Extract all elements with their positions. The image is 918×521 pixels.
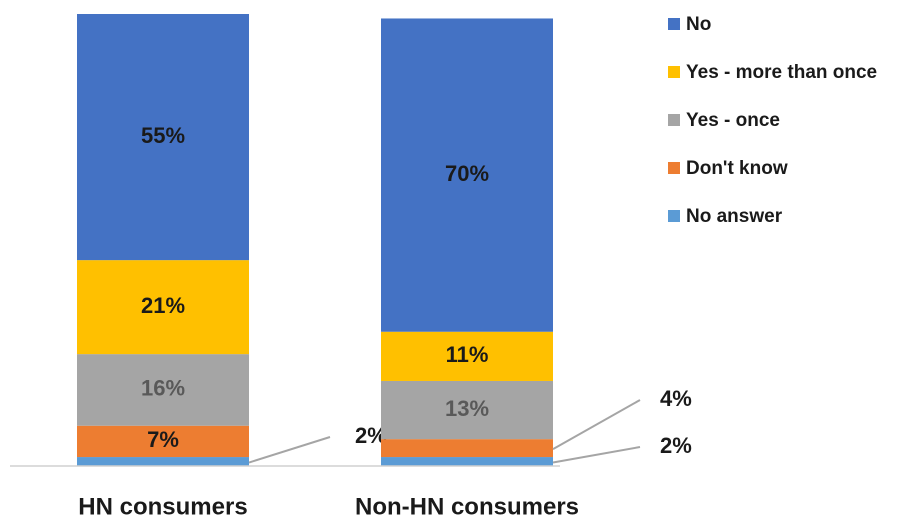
legend-label: Yes - more than once <box>686 62 877 83</box>
legend-swatch <box>668 18 680 30</box>
category-label: HN consumers <box>78 493 247 520</box>
legend-label: No answer <box>686 206 783 227</box>
bar-segment <box>381 331 553 381</box>
bar-segment <box>381 18 553 332</box>
legend-label: No <box>686 14 711 35</box>
legend-swatch <box>668 162 680 174</box>
value-label: 16% <box>141 376 185 401</box>
bar-segment <box>77 354 249 426</box>
leader-line <box>552 446 641 464</box>
bar-segment <box>77 457 249 466</box>
leader-line <box>552 399 641 450</box>
legend-swatch <box>668 210 680 222</box>
legend-label: Don't know <box>686 158 788 179</box>
bar-segment <box>381 439 553 458</box>
bar-segment <box>77 260 249 355</box>
value-label: 55% <box>141 123 185 148</box>
legend-label: Yes - once <box>686 110 780 131</box>
value-label: 21% <box>141 293 185 318</box>
value-label: 4% <box>660 386 692 411</box>
legend-swatch <box>668 66 680 78</box>
bar-segment <box>77 425 249 458</box>
bar-segment <box>381 457 553 466</box>
legend-swatch <box>668 114 680 126</box>
value-label: 11% <box>446 342 489 367</box>
leader-line <box>248 436 331 464</box>
value-label: 7% <box>147 427 179 452</box>
bar-segment <box>77 14 249 261</box>
value-label: 2% <box>660 433 692 458</box>
category-label: Non-HN consumers <box>355 493 579 520</box>
value-label: 70% <box>445 161 489 186</box>
value-label: 13% <box>445 396 489 421</box>
bar-segment <box>381 380 553 440</box>
